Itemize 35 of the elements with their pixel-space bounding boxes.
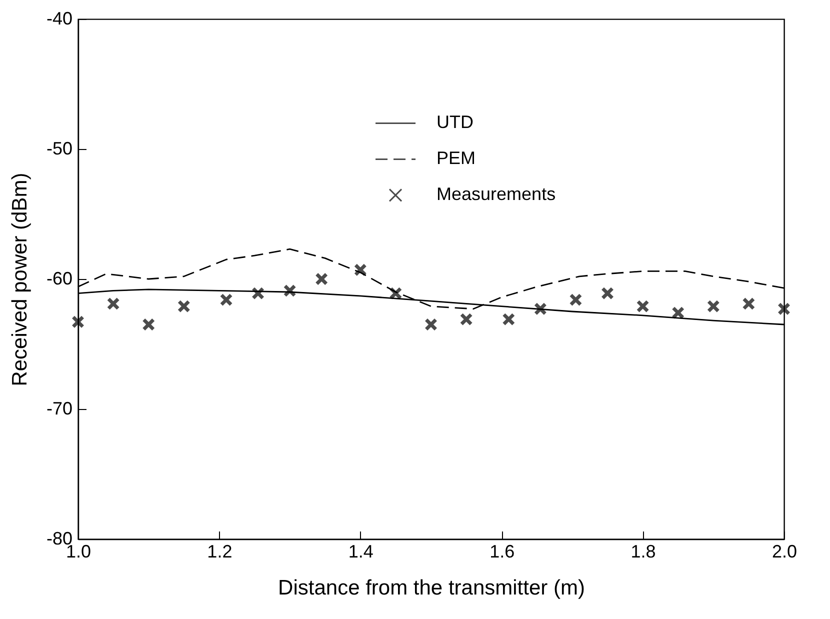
point <box>742 297 756 310</box>
point <box>142 318 156 331</box>
y-tick-label: -60 <box>46 268 72 288</box>
legend-label: UTD <box>436 112 474 132</box>
point <box>534 302 547 316</box>
point <box>706 300 720 313</box>
point <box>220 293 233 306</box>
point <box>424 318 438 331</box>
point <box>460 312 473 326</box>
y-tick-label: -70 <box>46 398 72 418</box>
point <box>354 263 367 276</box>
point <box>636 300 650 313</box>
y-tick-label: -50 <box>46 138 72 158</box>
point <box>283 284 296 298</box>
legend-label: PEM <box>436 148 476 168</box>
point <box>177 300 190 313</box>
point <box>672 306 685 320</box>
legend-label: Measurements <box>436 184 556 204</box>
x-tick-label: 1.6 <box>490 542 515 562</box>
x-tick-label: 2.0 <box>772 542 798 562</box>
x-tick-label: 1.8 <box>630 542 656 562</box>
x-axis-title: Distance from the transmitter (m) <box>278 576 585 600</box>
point <box>778 302 790 316</box>
point <box>389 286 402 300</box>
point <box>601 286 614 300</box>
point <box>315 272 328 286</box>
y-axis-title: Received power (dBm) <box>8 172 32 386</box>
point <box>252 286 265 300</box>
point <box>569 293 582 306</box>
point <box>72 315 84 328</box>
x-tick-label: 1.4 <box>348 542 374 562</box>
y-tick-label: -40 <box>46 8 72 28</box>
point <box>106 297 120 310</box>
point <box>502 312 516 326</box>
x-tick-label: 1.2 <box>207 542 232 562</box>
